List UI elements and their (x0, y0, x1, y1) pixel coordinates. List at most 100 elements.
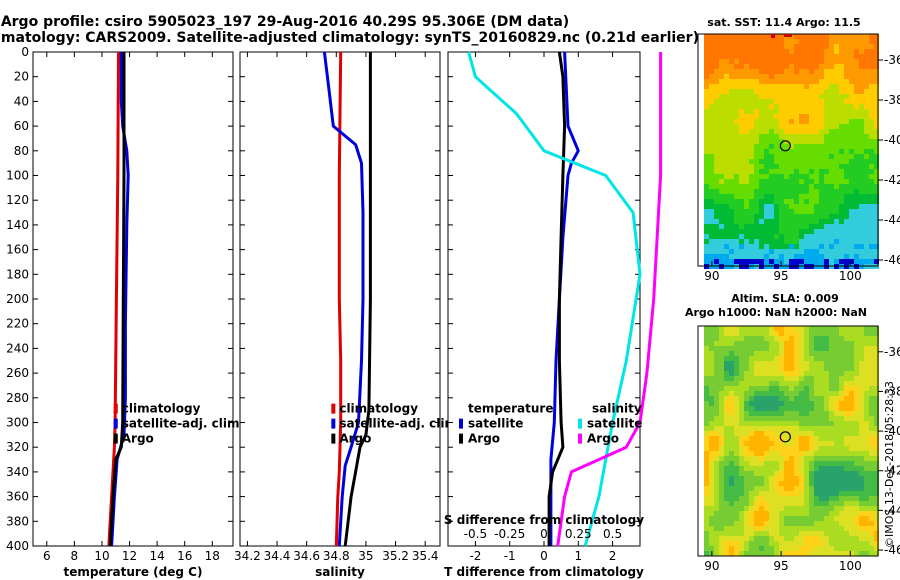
map-cell (814, 451, 819, 456)
map-cell (789, 466, 794, 471)
y-tick-label: 200 (6, 292, 29, 306)
map-cell (749, 214, 754, 219)
map-cell (809, 149, 814, 154)
map-cell (819, 551, 824, 556)
map-cell (729, 219, 734, 224)
map-cell (839, 69, 844, 74)
map-cell (804, 436, 809, 441)
map-cell (834, 521, 839, 526)
map-cell (794, 244, 799, 249)
map-cell (829, 331, 834, 336)
map-cell (784, 406, 789, 411)
map-cell (704, 234, 709, 239)
map-cell (724, 49, 729, 54)
map-cell (809, 471, 814, 476)
map-cell (799, 356, 804, 361)
map-cell (864, 34, 869, 39)
map-cell (759, 411, 764, 416)
map-cell (754, 124, 759, 129)
map-cell (719, 456, 724, 461)
map-cell (814, 356, 819, 361)
map-cell (719, 129, 724, 134)
map-cell (774, 69, 779, 74)
map-cell (834, 476, 839, 481)
map-cell (704, 169, 709, 174)
map-cell (759, 104, 764, 109)
map-cell (779, 34, 784, 39)
map-cell (804, 416, 809, 421)
map-cell (859, 259, 864, 264)
map-cell (759, 526, 764, 531)
map-cell (709, 361, 714, 366)
map-cell (864, 219, 869, 224)
map-cell (779, 326, 784, 331)
map-cell (869, 361, 874, 366)
map-cell (714, 396, 719, 401)
map-cell (764, 234, 769, 239)
map-cell (704, 421, 709, 426)
map-cell (739, 371, 744, 376)
x-axis-label: salinity (315, 565, 365, 579)
map-cell (704, 69, 709, 74)
map-cell (739, 551, 744, 556)
map-cell (834, 69, 839, 74)
map-cell (864, 546, 869, 551)
map-cell (774, 94, 779, 99)
map-cell (844, 411, 849, 416)
map-cell (719, 376, 724, 381)
map-cell (739, 426, 744, 431)
map-cell (819, 371, 824, 376)
map-cell (749, 436, 754, 441)
map-cell (704, 39, 709, 44)
map-cell (819, 179, 824, 184)
map-cell (794, 239, 799, 244)
map-cell (779, 184, 784, 189)
map-cell (704, 209, 709, 214)
map-cell (769, 144, 774, 149)
map-cell (859, 194, 864, 199)
map-cell (769, 341, 774, 346)
map-cell (759, 426, 764, 431)
map-cell (764, 114, 769, 119)
map-cell (819, 74, 824, 79)
map-cell (774, 84, 779, 89)
map-cell (729, 84, 734, 89)
map-cell (714, 34, 719, 39)
map-cell (729, 194, 734, 199)
map-cell (854, 204, 859, 209)
map-cell (759, 546, 764, 551)
map-cell (869, 214, 874, 219)
map-cell (819, 184, 824, 189)
map-cell (819, 44, 824, 49)
map-cell (819, 526, 824, 531)
map-cell (849, 134, 854, 139)
map-cell (849, 199, 854, 204)
map-cell (844, 169, 849, 174)
map-cell (819, 326, 824, 331)
map-cell (754, 64, 759, 69)
map-cell (794, 44, 799, 49)
map-cell (714, 516, 719, 521)
map-cell (844, 229, 849, 234)
map-cell (789, 94, 794, 99)
map-cell (864, 239, 869, 244)
map-cell (859, 249, 864, 254)
map-cell (844, 506, 849, 511)
map-cell (804, 381, 809, 386)
map-cell (834, 351, 839, 356)
map-cell (749, 331, 754, 336)
map-cell (774, 134, 779, 139)
map-cell (789, 259, 794, 264)
map-cell (819, 391, 824, 396)
map-cell (709, 416, 714, 421)
map-cell (869, 376, 874, 381)
map-cell (749, 194, 754, 199)
map-cell (759, 89, 764, 94)
map-cell (814, 541, 819, 546)
map-cell (789, 406, 794, 411)
map-cell (819, 541, 824, 546)
map-cell (804, 184, 809, 189)
map-cell (779, 371, 784, 376)
map-cell (864, 74, 869, 79)
map-cell (839, 356, 844, 361)
